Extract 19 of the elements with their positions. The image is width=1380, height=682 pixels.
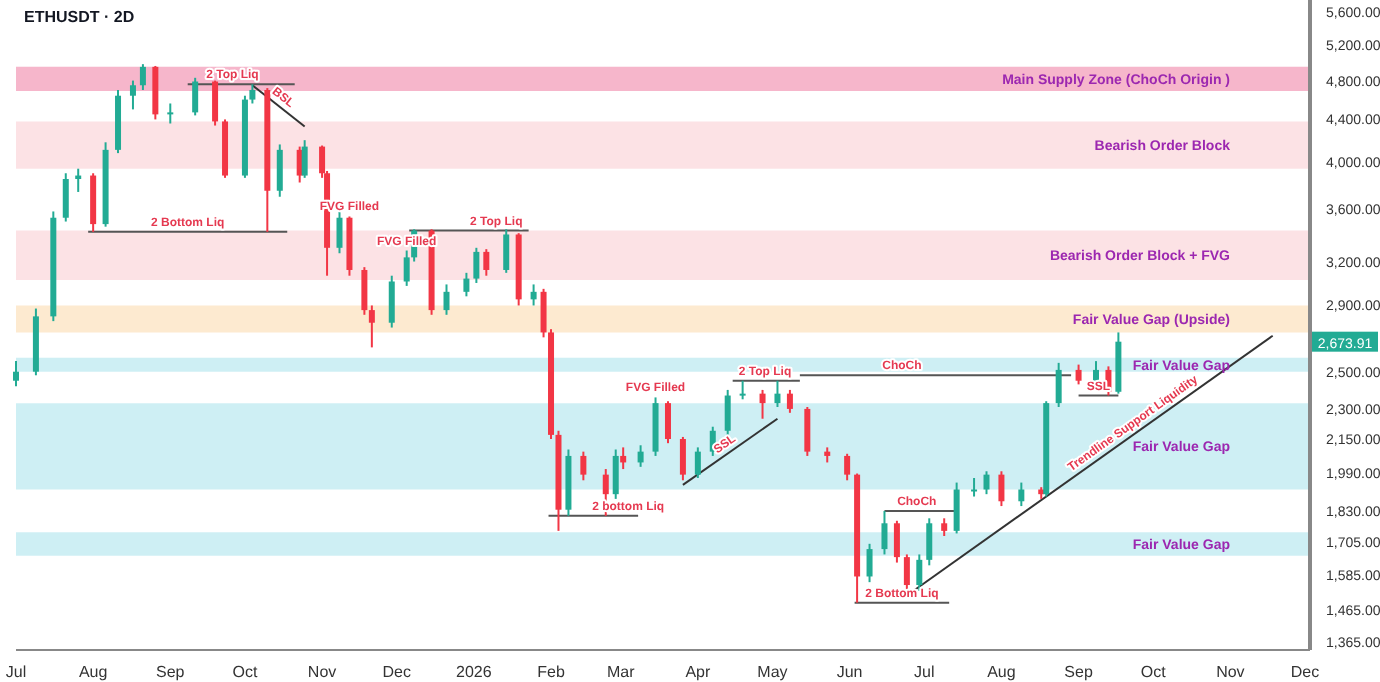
x-tick-label: Aug xyxy=(78,663,108,682)
x-tick-label: Mar xyxy=(606,663,636,682)
x-tick-label: Dec xyxy=(1290,663,1320,682)
x-tick-label: Jul xyxy=(5,663,27,682)
x-tick-label: Jun xyxy=(836,663,863,682)
x-tick-label: Aug xyxy=(987,663,1016,682)
x-tick-label: Oct xyxy=(1140,663,1168,682)
x-tick-label: Feb xyxy=(537,663,566,682)
x-tick-label: Apr xyxy=(685,663,711,682)
x-tick-label: Jul xyxy=(914,663,935,682)
x-tick-label: 2026 xyxy=(456,663,493,682)
x-tick-label: Nov xyxy=(307,663,337,682)
x-tick-label: Nov xyxy=(1216,663,1245,682)
x-tick-label: May xyxy=(757,663,788,682)
x-tick-label: Sep xyxy=(156,663,186,682)
text: ETHUSDT · 2D xyxy=(24,8,135,26)
x-tick-label: Oct xyxy=(232,663,259,682)
x-tick-label: Dec xyxy=(382,663,411,682)
x-tick-label: Sep xyxy=(1064,663,1094,682)
